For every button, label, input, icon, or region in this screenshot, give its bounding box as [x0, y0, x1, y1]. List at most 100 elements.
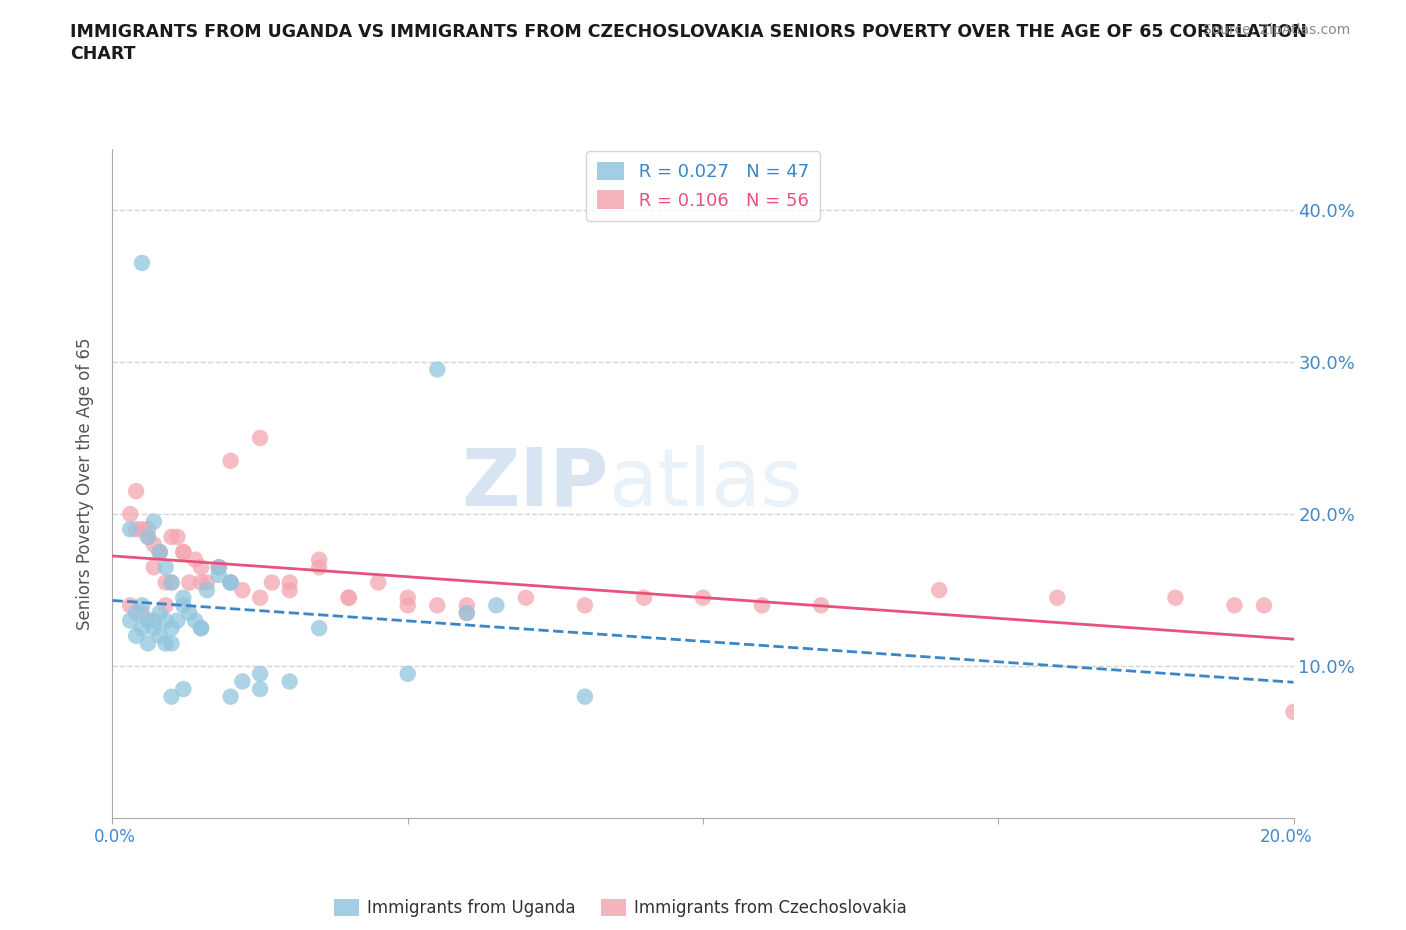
Point	[1253, 598, 1275, 613]
Point	[160, 529, 183, 544]
Point	[149, 545, 172, 560]
Point	[574, 598, 596, 613]
Point	[260, 575, 283, 590]
Point	[308, 552, 330, 567]
Point	[1223, 598, 1246, 613]
Point	[136, 613, 159, 628]
Point	[278, 674, 301, 689]
Point	[172, 545, 194, 560]
Point	[190, 620, 212, 635]
Point	[131, 256, 153, 271]
Point	[142, 620, 165, 635]
Point	[249, 591, 271, 605]
Point	[155, 560, 177, 575]
Point	[120, 613, 142, 628]
Point	[515, 591, 537, 605]
Point	[219, 575, 242, 590]
Point	[172, 682, 194, 697]
Point	[190, 620, 212, 635]
Point	[456, 598, 478, 613]
Point	[155, 598, 177, 613]
Point	[456, 605, 478, 620]
Point	[142, 613, 165, 628]
Text: CHART: CHART	[70, 45, 136, 62]
Point	[1282, 704, 1305, 719]
Point	[231, 583, 253, 598]
Point	[308, 560, 330, 575]
Point	[142, 560, 165, 575]
Point	[155, 575, 177, 590]
Point	[219, 575, 242, 590]
Point	[249, 682, 271, 697]
Point	[155, 636, 177, 651]
Point	[131, 522, 153, 537]
Point	[142, 514, 165, 529]
Point	[219, 453, 242, 468]
Point	[172, 598, 194, 613]
Point	[136, 522, 159, 537]
Point	[136, 636, 159, 651]
Point	[208, 560, 231, 575]
Point	[166, 529, 188, 544]
Point	[136, 529, 159, 544]
Point	[160, 575, 183, 590]
Point	[692, 591, 714, 605]
Point	[179, 605, 201, 620]
Point	[120, 598, 142, 613]
Text: IMMIGRANTS FROM UGANDA VS IMMIGRANTS FROM CZECHOSLOVAKIA SENIORS POVERTY OVER TH: IMMIGRANTS FROM UGANDA VS IMMIGRANTS FRO…	[70, 23, 1308, 41]
Point	[166, 613, 188, 628]
Point	[160, 689, 183, 704]
Point	[160, 636, 183, 651]
Point	[208, 560, 231, 575]
Point	[928, 583, 950, 598]
Point	[172, 591, 194, 605]
Point	[278, 583, 301, 598]
Y-axis label: Seniors Poverty Over the Age of 65: Seniors Poverty Over the Age of 65	[76, 338, 94, 630]
Point	[208, 560, 231, 575]
Point	[131, 605, 153, 620]
Point	[219, 689, 242, 704]
Legend:  R = 0.027   N = 47,  R = 0.106   N = 56: R = 0.027 N = 47, R = 0.106 N = 56	[586, 152, 820, 220]
Point	[278, 575, 301, 590]
Point	[131, 620, 153, 635]
Point	[120, 522, 142, 537]
Point	[485, 598, 508, 613]
Point	[136, 529, 159, 544]
Point	[125, 629, 148, 644]
Point	[149, 605, 172, 620]
Point	[208, 567, 231, 582]
Point	[125, 605, 148, 620]
Point	[396, 591, 419, 605]
Point	[125, 484, 148, 498]
Point	[396, 598, 419, 613]
Point	[810, 598, 832, 613]
Point	[396, 667, 419, 682]
Point	[195, 575, 218, 590]
Text: atlas: atlas	[609, 445, 803, 523]
Point	[308, 620, 330, 635]
Point	[633, 591, 655, 605]
Point	[367, 575, 389, 590]
Point	[574, 689, 596, 704]
Point	[456, 605, 478, 620]
Point	[149, 629, 172, 644]
Point	[149, 545, 172, 560]
Point	[426, 598, 449, 613]
Point	[184, 552, 207, 567]
Point	[160, 620, 183, 635]
Point	[231, 674, 253, 689]
Point	[149, 545, 172, 560]
Point	[751, 598, 773, 613]
Text: Source: ZipAtlas.com: Source: ZipAtlas.com	[1202, 23, 1350, 37]
Point	[190, 575, 212, 590]
Point	[160, 575, 183, 590]
Point	[1046, 591, 1069, 605]
Point	[190, 560, 212, 575]
Point	[142, 537, 165, 551]
Text: 20.0%: 20.0%	[1260, 828, 1313, 845]
Point	[179, 575, 201, 590]
Point	[337, 591, 360, 605]
Point	[195, 583, 218, 598]
Point	[426, 362, 449, 377]
Text: ZIP: ZIP	[461, 445, 609, 523]
